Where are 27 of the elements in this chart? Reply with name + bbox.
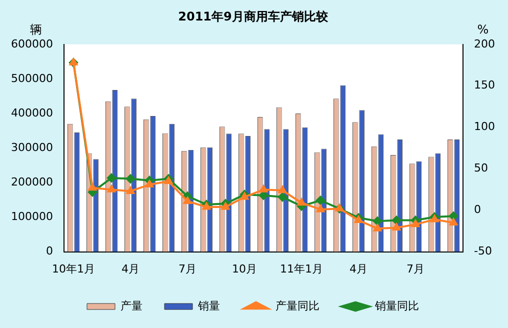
legend-label: 产量同比 xyxy=(276,299,320,312)
chart-title: 2011年9月商用车产销比较 xyxy=(178,9,329,24)
y-tick-label: 300000 xyxy=(10,140,53,154)
y-axis-title: 辆 xyxy=(30,22,42,37)
legend-label: 销量 xyxy=(197,299,220,312)
y-tick-label: 100000 xyxy=(10,210,53,224)
y2-axis-title: % xyxy=(477,22,489,37)
y2-tick-label: 0 xyxy=(474,203,482,216)
legend-label: 产量 xyxy=(120,299,142,312)
y-tick-label: 500000 xyxy=(10,72,53,85)
y2-tick-label: 200 xyxy=(474,37,496,50)
y2-tick-label: -50 xyxy=(474,244,492,258)
y-tick-label: 200000 xyxy=(10,176,53,189)
y2-tick-label: 50 xyxy=(474,162,488,175)
y-tick-label: 400000 xyxy=(10,106,53,120)
x-tick-label: 4月 xyxy=(121,262,140,276)
x-tick-label: 10月 xyxy=(232,262,257,276)
x-tick-label: 4月 xyxy=(350,262,368,276)
x-tick-label: 7月 xyxy=(178,262,196,276)
y-tick-label: 600000 xyxy=(10,37,53,50)
y-tick-label: 0 xyxy=(46,244,53,258)
y2-tick-label: 100 xyxy=(474,120,496,134)
y2-tick-label: 150 xyxy=(474,78,496,92)
x-tick-label: 7月 xyxy=(406,262,425,276)
x-tick-label: 10年1月 xyxy=(52,262,95,276)
legend-label: 销量同比 xyxy=(374,299,419,312)
x-tick-label: 11年1月 xyxy=(280,262,323,276)
